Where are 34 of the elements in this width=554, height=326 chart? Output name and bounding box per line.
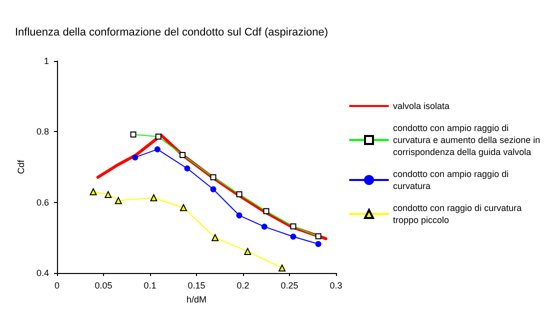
point [236,212,242,218]
chart-title: Influenza della conformazione del condotto sul Cdf (aspirazione) [15,26,328,38]
x-tick-label: 0 [54,280,60,290]
point [261,224,268,230]
y-tick-label: 0.8 [36,126,49,137]
point [244,248,252,255]
point [315,241,322,248]
y-tick-label: 1 [44,56,49,66]
point [132,154,138,160]
x-tick-label: 0.3 [330,280,342,290]
point [290,234,296,240]
y-tick-label: 0.4 [36,268,49,278]
legend-label: condotto con raggio di curvatura troppo piccolo [393,203,524,225]
point [150,194,158,202]
point [154,146,160,152]
point [114,197,122,204]
x-tick-label: 0.2 [236,280,250,290]
point [180,204,187,212]
y-tick-label: 0.6 [36,197,49,208]
legend-label: condotto con ampio raggio di curvatura [393,169,512,191]
point [278,264,286,272]
x-tick-label: 0.1 [144,280,156,290]
legend-label: condotto con ampio raggio di curvatura e aumento della sezione in corrispondenza della guida valvola [393,123,543,157]
point [212,234,219,242]
legend-label: valvola isolata [393,101,450,111]
x-axis-title: h/dM [186,294,207,304]
point [104,191,112,198]
x-tick-label: 0.25 [280,280,298,290]
y-axis-title: Cdf [16,160,26,174]
point [90,188,97,196]
x-tick-label: 0.15 [188,280,206,290]
x-tick-label: 0.05 [94,280,112,290]
point [210,186,216,192]
point [184,165,190,172]
